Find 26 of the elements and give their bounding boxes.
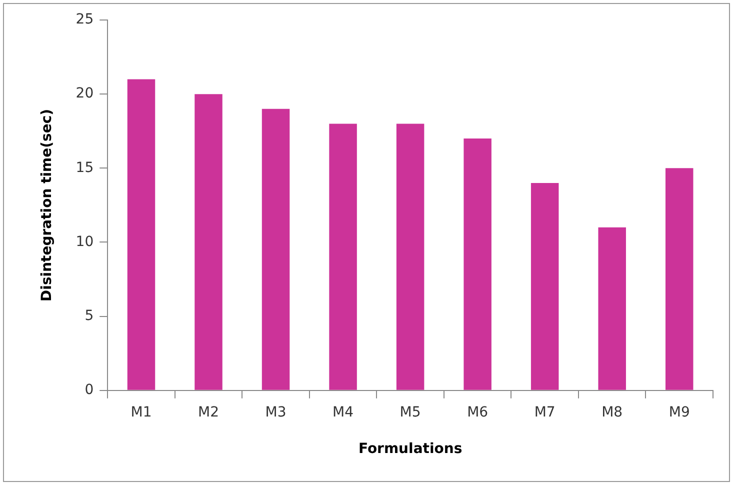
y-axis-title: Disintegration time(sec) <box>39 108 56 302</box>
bar <box>598 227 626 390</box>
bar <box>665 168 694 390</box>
x-tick-label: M3 <box>265 404 286 420</box>
x-tick-label: M1 <box>130 404 152 420</box>
bar <box>396 124 424 390</box>
y-tick-label: 25 <box>76 12 94 28</box>
x-axis-title: Formulations <box>358 441 462 458</box>
bar <box>464 138 492 390</box>
bar <box>127 79 156 390</box>
x-tick-label: M6 <box>467 404 488 420</box>
bar <box>262 108 290 390</box>
x-tick-label: M7 <box>534 404 556 420</box>
y-tick-label: 10 <box>76 234 94 250</box>
x-tick-label: M4 <box>332 404 354 420</box>
y-tick-label: 15 <box>76 160 94 176</box>
y-tick-label: 20 <box>76 86 94 102</box>
x-tick-label: M2 <box>198 404 220 420</box>
x-tick-label: M9 <box>668 404 690 420</box>
x-tick-label: M5 <box>400 404 421 420</box>
y-tick-label: 0 <box>84 382 94 398</box>
bar <box>530 182 559 390</box>
bar <box>329 124 357 390</box>
y-tick-label: 5 <box>84 308 94 324</box>
bar <box>194 94 222 390</box>
x-tick-label: M8 <box>602 404 623 420</box>
